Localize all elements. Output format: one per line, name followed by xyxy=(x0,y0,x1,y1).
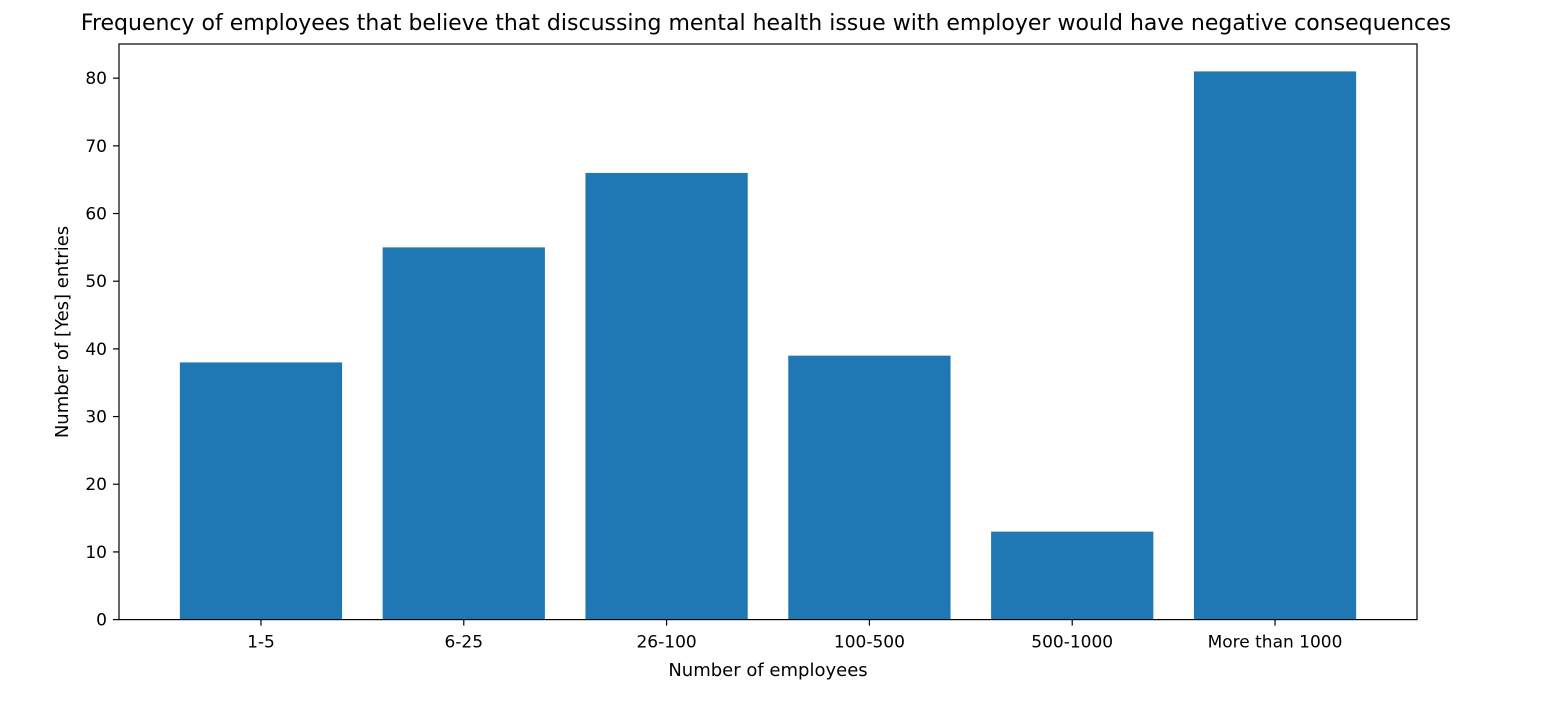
x-tick-label: 1-5 xyxy=(247,633,275,653)
x-tick-label: 6-25 xyxy=(444,633,483,653)
x-tick-label: 26-100 xyxy=(636,633,696,653)
bar-500-1000 xyxy=(991,531,1154,620)
y-axis-label: Number of [Yes] entries xyxy=(52,226,73,438)
bar-1-5 xyxy=(179,362,343,620)
bar-26-100 xyxy=(585,172,748,620)
y-tick-label: 50 xyxy=(85,272,107,292)
y-tick-label: 40 xyxy=(85,340,107,360)
y-tick-label: 80 xyxy=(85,69,107,89)
y-tick-label: 60 xyxy=(85,205,107,225)
plot-area-frame xyxy=(118,43,1418,621)
y-tick-label: 10 xyxy=(85,543,107,563)
y-axis-ticks: 0 10 20 30 40 50 60 70 80 xyxy=(85,69,119,631)
y-tick-label: 30 xyxy=(85,408,107,428)
y-tick-label: 0 xyxy=(96,611,107,631)
bar-more-than-1000 xyxy=(1193,71,1357,620)
x-tick-label: 500-1000 xyxy=(1031,633,1113,653)
chart-title: Frequency of employees that believe that… xyxy=(81,11,1451,36)
x-axis-ticks: 1-5 6-25 26-100 100-500 500-1000 More than 10… xyxy=(247,619,1343,653)
bar-100-500 xyxy=(788,355,951,620)
bar-6-25 xyxy=(382,247,545,620)
x-tick-label: 100-500 xyxy=(834,633,905,653)
y-tick-label: 20 xyxy=(85,475,107,495)
x-tick-label: More than 1000 xyxy=(1208,633,1343,653)
x-axis-label: Number of employees xyxy=(668,660,867,681)
bars xyxy=(179,71,1357,620)
y-tick-label: 70 xyxy=(85,137,107,157)
